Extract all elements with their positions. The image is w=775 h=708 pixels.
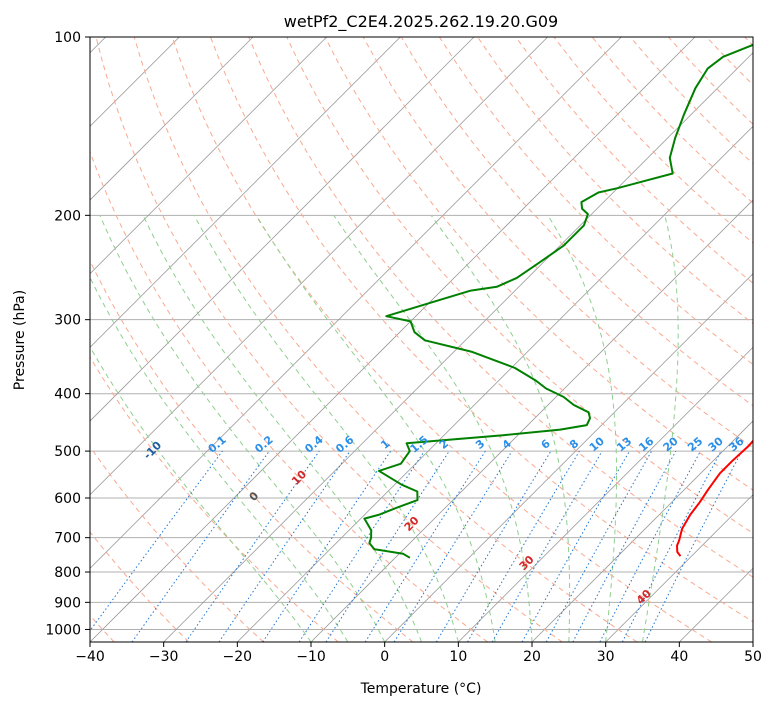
moist-adiabat-line (193, 215, 459, 642)
moist-adiabats (90, 215, 679, 642)
dry-adiabat-line (210, 37, 753, 623)
isotherm-line (237, 125, 753, 642)
dry-adiabat-line (95, 37, 563, 642)
isotherm-line (90, 37, 475, 422)
y-axis: 100 200 300 400 500 600 700 800 900 1000 (45, 30, 90, 638)
mixing-ratio-line (218, 450, 351, 642)
moist-adiabat-line (642, 215, 679, 642)
isotherm-line (458, 346, 753, 642)
x-axis-label: Temperature (°C) (360, 681, 482, 697)
y-tick-label: 500 (54, 444, 81, 460)
mixing-ratio-line (131, 450, 270, 642)
isotherm-line (384, 273, 753, 642)
x-tick-label: 40 (670, 649, 688, 665)
dry-adiabat-line (90, 150, 488, 642)
isotherm-line (90, 37, 622, 569)
x-tick-label: 10 (449, 649, 467, 665)
dry-adiabat-line (248, 37, 753, 578)
plot-frame (89, 36, 754, 643)
isotherm-line (752, 641, 753, 642)
moist-adiabat-line (142, 215, 422, 642)
mixing-ratio-line (545, 450, 653, 642)
mixing-ratio-line (185, 450, 320, 642)
y-tick-label: 800 (54, 565, 81, 581)
dry-adiabats (90, 37, 753, 642)
dry-adiabat-line (90, 356, 339, 642)
dry-adiabat-line (171, 37, 712, 642)
dry-adiabat-line (438, 37, 753, 366)
moist-adiabat-line (255, 215, 496, 642)
dry-adiabat-line (90, 531, 190, 642)
plot-background (90, 37, 753, 642)
y-tick-label: 300 (54, 313, 81, 329)
y-tick-label: 1000 (45, 622, 81, 638)
x-tick-label: −20 (223, 649, 253, 665)
y-tick-label: 100 (54, 30, 81, 46)
y-tick-label: 600 (54, 491, 81, 507)
moist-adiabat-line (90, 345, 312, 642)
dry-adiabat-line (90, 445, 264, 642)
mixing-ratio-line (325, 450, 450, 642)
isotherm-line (90, 37, 327, 275)
x-tick-label: 50 (744, 649, 762, 665)
dry-adiabat-line (286, 37, 753, 534)
mixing-ratio-line (90, 450, 223, 632)
mixing-ratio-line (644, 450, 743, 642)
x-tick-label: 30 (597, 649, 615, 665)
y-tick-label: 900 (54, 595, 81, 611)
profile-line (363, 43, 753, 559)
y-axis-label: Pressure (hPa) (12, 290, 28, 390)
dry-adiabat-line (133, 37, 638, 642)
moist-adiabat-line (430, 215, 571, 642)
pressure-gridlines (90, 37, 753, 630)
mixing-ratio-lines (90, 450, 743, 642)
mixing-ratio-line (298, 450, 425, 642)
isotherm-line (90, 37, 696, 642)
moist-adiabat-line (90, 276, 349, 642)
y-tick-label: 700 (54, 531, 81, 547)
isotherm-line (163, 52, 753, 642)
chart-title: wetPf2_C2E4.2025.262.19.20.G09 (284, 12, 558, 32)
mixing-ratio-line (521, 450, 630, 642)
dry-adiabat-line (515, 37, 753, 284)
isotherm-line (531, 420, 753, 642)
x-axis: −40 −30 −20 −10 0 10 20 30 40 50 (75, 642, 762, 665)
isotherms (90, 37, 753, 642)
dry-adiabat-line (400, 37, 753, 407)
x-tick-label: 20 (523, 649, 541, 665)
mixing-ratio-line (393, 450, 513, 642)
x-tick-label: 0 (380, 649, 389, 665)
x-tick-label: −40 (75, 649, 105, 665)
moist-adiabat-line (333, 215, 533, 642)
dry-adiabat-line (90, 259, 414, 642)
mixing-ratio-line (572, 450, 677, 642)
isotherm-line (90, 37, 254, 201)
isotherm-line (605, 494, 753, 642)
x-tick-label: −30 (149, 649, 179, 665)
profile-lines (363, 43, 753, 559)
mixing-ratio-line (262, 450, 392, 642)
y-tick-label: 200 (54, 208, 81, 224)
x-tick-label: −10 (296, 649, 326, 665)
isotherm-line (90, 37, 548, 496)
plot-area: 0.10.20.40.611.52346810131620253036-100-… (90, 37, 753, 642)
moist-adiabat-line (547, 215, 617, 642)
isotherm-line (90, 37, 401, 348)
profile-line (676, 439, 753, 557)
y-tick-label: 400 (54, 387, 81, 403)
